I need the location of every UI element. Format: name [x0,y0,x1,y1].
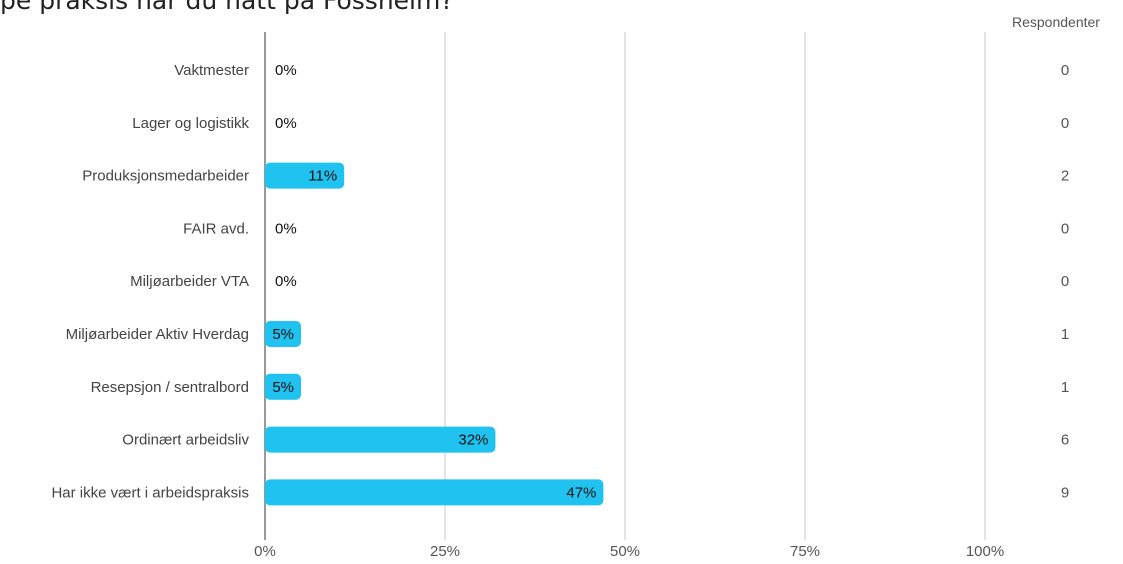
respondent-count: 0 [1061,62,1069,79]
x-tick-label: 0% [254,543,276,560]
respondent-count: 1 [1061,379,1069,396]
x-tick-label: 50% [610,543,640,560]
category-label: Ordinært arbeidsliv [122,432,249,449]
category-label: Lager og logistikk [132,115,249,132]
bar-value-label: 0% [275,62,297,79]
bar [265,162,345,189]
bar [265,479,604,506]
bar-value-label: 0% [275,220,297,237]
chart-title: pe praksis har du hatt på Fossheim? [0,0,454,15]
x-tick-label: 25% [430,543,460,560]
bar-value-label: 0% [275,115,297,132]
bar-value-label: 5% [272,326,294,343]
category-label: Produksjonsmedarbeider [82,168,249,185]
respondent-count: 1 [1061,326,1069,343]
respondent-count: 0 [1061,273,1069,290]
bar-value-label: 5% [272,379,294,396]
x-tick-label: 100% [966,543,1004,560]
category-label: Miljøarbeider Aktiv Hverdag [66,326,249,343]
respondent-count: 2 [1061,168,1069,185]
bar-value-label: 32% [458,432,488,449]
category-label: Vaktmester [174,62,249,79]
bar [265,321,301,347]
category-label: FAIR avd. [183,220,249,237]
x-tick-label: 75% [790,543,820,560]
bar-value-label: 47% [566,484,596,501]
category-label: Miljøarbeider VTA [130,273,249,290]
bar [265,426,496,453]
category-label: Har ikke vært i arbeidspraksis [51,484,249,501]
category-label: Resepsjon / sentralbord [91,379,249,396]
bar [265,373,301,400]
bar-value-label: 11% [308,168,337,185]
respondent-count: 0 [1061,115,1069,132]
respondents-column-header: Respondenter [1012,14,1100,30]
respondent-count: 0 [1061,220,1069,237]
respondent-count: 6 [1061,432,1069,449]
respondent-count: 9 [1061,484,1069,501]
bar-value-label: 0% [275,273,297,290]
